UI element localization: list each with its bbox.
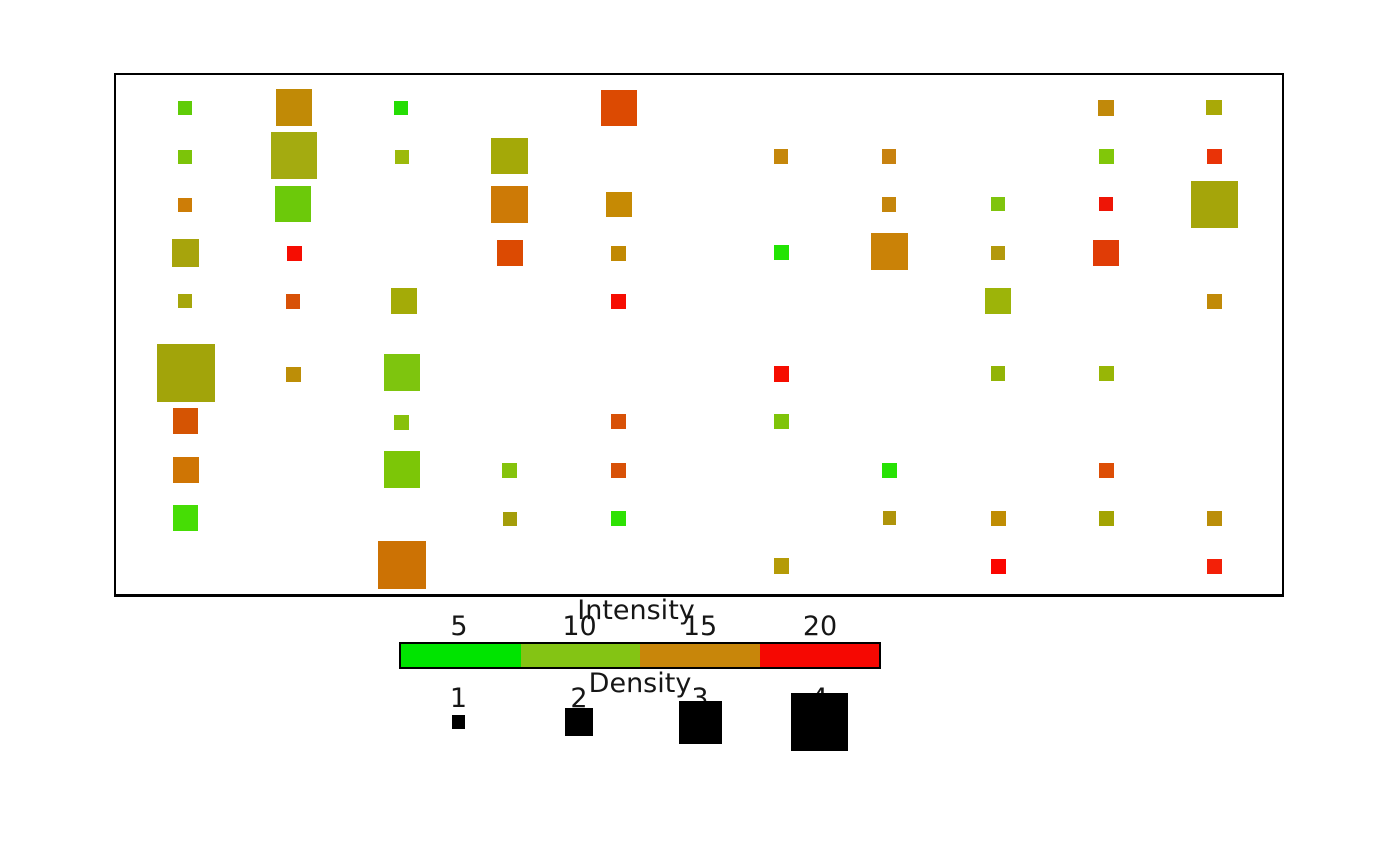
data-square bbox=[178, 149, 192, 164]
data-square bbox=[773, 558, 790, 574]
data-square bbox=[157, 344, 215, 402]
data-square bbox=[178, 198, 192, 212]
density-size-square bbox=[564, 707, 594, 737]
data-square bbox=[502, 511, 517, 526]
data-square bbox=[990, 196, 1006, 212]
data-square bbox=[1098, 366, 1114, 381]
data-square bbox=[882, 511, 897, 525]
data-square bbox=[501, 462, 517, 478]
data-square bbox=[178, 101, 192, 115]
data-square bbox=[1206, 293, 1222, 309]
data-square bbox=[611, 293, 626, 309]
data-square bbox=[285, 294, 301, 309]
intensity-legend-title: Intensity bbox=[577, 595, 695, 626]
data-square bbox=[773, 245, 789, 260]
data-square bbox=[1206, 558, 1222, 574]
data-square bbox=[1098, 149, 1114, 164]
data-square bbox=[773, 366, 790, 382]
data-square bbox=[611, 462, 626, 478]
data-square bbox=[881, 197, 897, 212]
colorbar-segment bbox=[401, 644, 521, 667]
density-size-square bbox=[451, 715, 466, 729]
data-square bbox=[172, 505, 199, 531]
data-square bbox=[394, 101, 408, 115]
density-size-square bbox=[678, 700, 722, 744]
data-square bbox=[990, 558, 1006, 574]
data-square bbox=[275, 89, 313, 126]
data-square bbox=[990, 510, 1006, 526]
data-square bbox=[491, 185, 528, 223]
data-square bbox=[172, 456, 199, 483]
density-size-square bbox=[790, 693, 849, 751]
data-square bbox=[383, 354, 421, 391]
data-square bbox=[1098, 510, 1114, 526]
data-square bbox=[394, 150, 409, 164]
data-square bbox=[390, 288, 417, 314]
intensity-colorbar bbox=[399, 642, 881, 669]
data-square bbox=[881, 149, 897, 164]
intensity-tick-label: 10 bbox=[562, 611, 597, 642]
density-size-label: 2 bbox=[570, 683, 588, 714]
data-square bbox=[990, 245, 1006, 261]
data-square bbox=[1206, 510, 1222, 526]
data-square bbox=[870, 233, 908, 270]
data-square bbox=[377, 540, 427, 590]
data-square bbox=[383, 451, 421, 488]
intensity-tick-label: 5 bbox=[450, 611, 468, 642]
data-square bbox=[270, 132, 318, 179]
data-square bbox=[286, 366, 301, 382]
data-square bbox=[1206, 149, 1222, 164]
data-square bbox=[1098, 196, 1114, 212]
data-square bbox=[171, 239, 200, 267]
colorbar-segment bbox=[759, 644, 879, 667]
data-square bbox=[1093, 239, 1119, 266]
data-square bbox=[178, 294, 192, 308]
data-square bbox=[611, 511, 626, 526]
data-square bbox=[497, 240, 523, 266]
data-square bbox=[286, 245, 302, 261]
data-square bbox=[611, 245, 626, 261]
data-square bbox=[1098, 100, 1114, 116]
colorbar-segment bbox=[520, 644, 640, 667]
colorbar-segment bbox=[640, 644, 760, 667]
data-square bbox=[491, 137, 528, 175]
data-square bbox=[600, 90, 637, 126]
data-square bbox=[1190, 180, 1238, 228]
intensity-tick-label: 15 bbox=[682, 611, 718, 642]
data-square bbox=[881, 462, 897, 478]
data-square bbox=[611, 414, 626, 429]
density-size-label: 1 bbox=[449, 683, 468, 714]
density-legend-title: Density bbox=[588, 668, 692, 699]
data-square bbox=[774, 414, 789, 429]
data-square bbox=[990, 366, 1006, 381]
data-square bbox=[606, 191, 632, 218]
data-square bbox=[394, 414, 409, 430]
data-square bbox=[773, 149, 789, 164]
data-square bbox=[274, 185, 312, 223]
data-square bbox=[172, 408, 199, 434]
data-square bbox=[1206, 99, 1222, 116]
intensity-tick-label: 20 bbox=[802, 611, 838, 642]
data-square bbox=[1098, 462, 1114, 478]
data-square bbox=[985, 288, 1011, 314]
